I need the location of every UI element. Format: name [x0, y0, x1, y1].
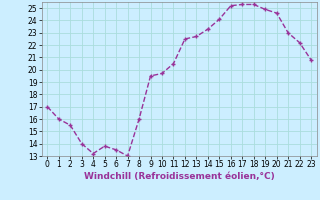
X-axis label: Windchill (Refroidissement éolien,°C): Windchill (Refroidissement éolien,°C): [84, 172, 275, 181]
